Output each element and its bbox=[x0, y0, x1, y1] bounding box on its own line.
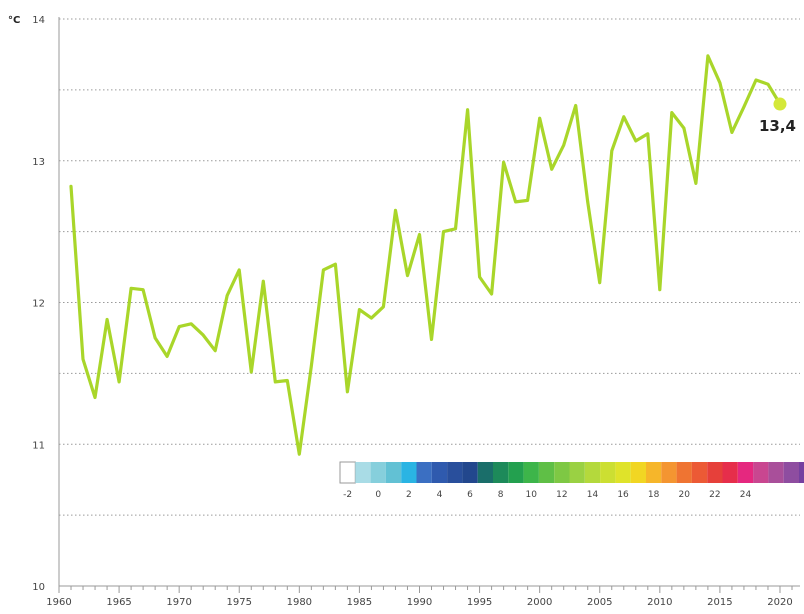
color-scale-swatch bbox=[691, 462, 708, 483]
color-scale-swatch bbox=[753, 462, 769, 483]
color-scale-swatch bbox=[630, 462, 646, 483]
x-tick-label: 1995 bbox=[467, 597, 492, 608]
x-tick-label: 1990 bbox=[407, 597, 432, 608]
x-tick-label: 1970 bbox=[166, 597, 191, 608]
color-scale-swatch bbox=[783, 462, 799, 483]
color-scale-swatch bbox=[477, 462, 493, 483]
color-scale-swatch bbox=[600, 462, 616, 483]
color-scale-swatch bbox=[385, 462, 402, 483]
color-scale-label: 6 bbox=[467, 490, 473, 500]
y-tick-label: 14 bbox=[32, 15, 45, 26]
color-scale-swatch bbox=[554, 462, 570, 483]
x-tick-label: 2000 bbox=[527, 597, 552, 608]
color-scale-swatch bbox=[401, 462, 417, 483]
color-scale-swatch bbox=[661, 462, 677, 483]
x-tick-label: 1965 bbox=[106, 597, 131, 608]
color-scale-swatch bbox=[768, 462, 784, 483]
color-scale-swatch bbox=[508, 462, 524, 483]
color-scale-swatch bbox=[584, 462, 601, 483]
color-scale-swatch bbox=[339, 461, 356, 484]
color-scale-label: 18 bbox=[648, 490, 660, 500]
color-scale-label: 16 bbox=[617, 490, 629, 500]
color-scale-swatch bbox=[737, 462, 754, 483]
y-tick-label: 10 bbox=[32, 582, 45, 593]
color-scale-label: 4 bbox=[437, 490, 443, 500]
color-scale-label: 14 bbox=[587, 490, 599, 500]
color-scale-swatch bbox=[799, 462, 804, 483]
y-unit-label: °C bbox=[8, 15, 20, 26]
x-tick-label: 1985 bbox=[347, 597, 372, 608]
color-scale-legend: -2 0 2 4 6 8 10 12 14 16 18 20 22 24 bbox=[339, 461, 804, 500]
color-scale-label: 0 bbox=[375, 490, 381, 500]
color-scale-label: 22 bbox=[709, 490, 720, 500]
color-scale-label: 8 bbox=[498, 490, 504, 500]
color-scale-swatch bbox=[538, 462, 555, 483]
y-tick-label: 11 bbox=[32, 440, 45, 451]
color-scale-swatch bbox=[355, 462, 371, 483]
color-scale-swatch bbox=[676, 462, 692, 483]
x-tick-label: 2005 bbox=[587, 597, 612, 608]
color-scale-swatch bbox=[523, 462, 539, 483]
highlight-point-label: 13,4 bbox=[759, 117, 796, 135]
color-scale-label: 24 bbox=[740, 490, 752, 500]
color-scale-swatch bbox=[722, 462, 738, 483]
color-scale-swatch bbox=[416, 462, 432, 483]
color-scale-swatch bbox=[707, 462, 723, 483]
highlight-point bbox=[773, 97, 787, 111]
color-scale-label: 2 bbox=[406, 490, 412, 500]
color-scale-swatch bbox=[646, 462, 662, 483]
x-tick-label: 1975 bbox=[227, 597, 252, 608]
color-scale-swatch bbox=[615, 462, 631, 483]
x-tick-label: 2020 bbox=[767, 597, 792, 608]
x-tick-label: 1960 bbox=[46, 597, 71, 608]
color-scale-label: 20 bbox=[679, 490, 691, 500]
color-scale-swatch bbox=[431, 462, 448, 483]
y-tick-label: 13 bbox=[32, 157, 45, 168]
color-scale-swatch bbox=[462, 462, 478, 483]
color-scale-swatch bbox=[493, 462, 509, 483]
color-scale-swatch bbox=[447, 462, 463, 483]
color-scale-swatch bbox=[370, 462, 386, 483]
color-scale-label: -2 bbox=[343, 490, 352, 500]
color-scale-swatch bbox=[569, 462, 585, 483]
x-tick-label: 2010 bbox=[647, 597, 672, 608]
y-tick-label: 12 bbox=[32, 299, 45, 310]
temperature-series-line bbox=[69, 54, 782, 456]
x-tick-label: 2015 bbox=[707, 597, 732, 608]
color-scale-label: 10 bbox=[526, 490, 538, 500]
x-tick-label: 1980 bbox=[287, 597, 312, 608]
color-scale-label: 12 bbox=[556, 490, 567, 500]
